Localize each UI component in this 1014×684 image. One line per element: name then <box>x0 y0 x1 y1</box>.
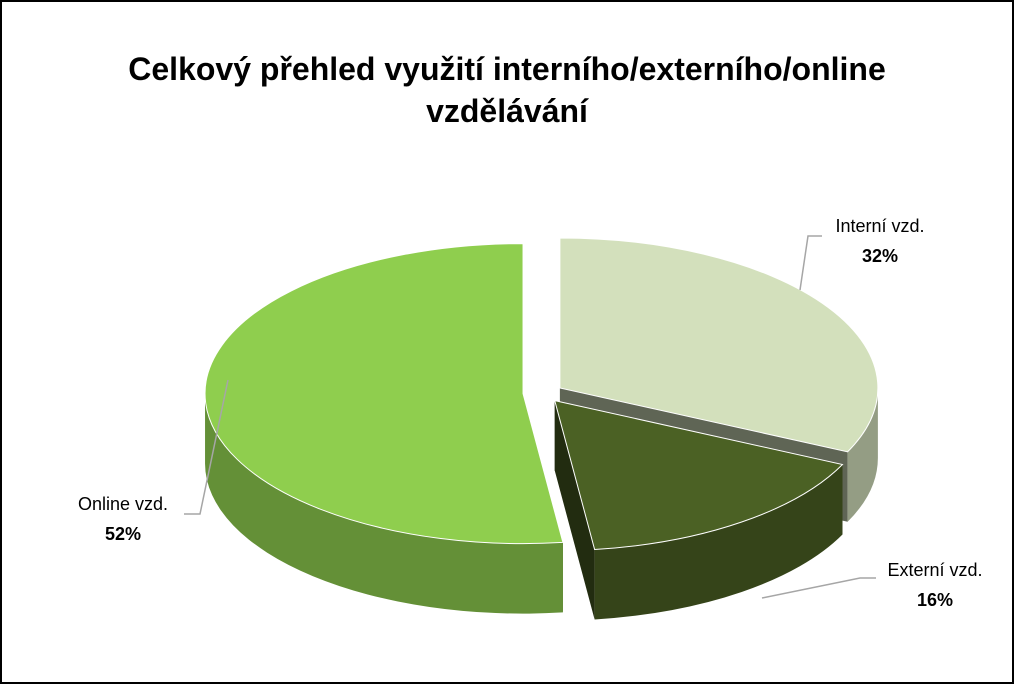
slice <box>554 399 844 550</box>
slice-side <box>205 393 563 614</box>
data-label-name: Externí vzd. <box>887 560 982 580</box>
data-label-value: 16% <box>917 590 953 610</box>
slice-cut-face <box>554 400 595 620</box>
leader-line <box>799 235 822 291</box>
data-label-name: Interní vzd. <box>835 216 924 236</box>
data-label-value: 32% <box>862 246 898 266</box>
slice <box>204 243 564 545</box>
slice <box>559 237 879 453</box>
slice-side <box>594 464 843 620</box>
chart-title: Celkový přehled využití interního/extern… <box>128 51 886 129</box>
leader-line <box>761 577 876 599</box>
data-label-value: 52% <box>105 524 141 544</box>
leader-line <box>184 379 229 515</box>
data-label-name: Online vzd. <box>78 494 168 514</box>
